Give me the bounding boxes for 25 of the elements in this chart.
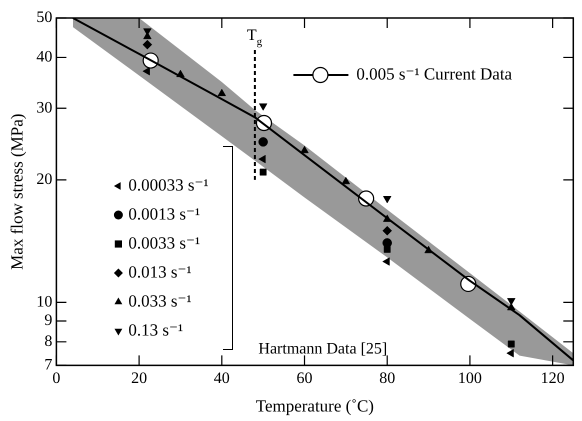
- x-tick-label: 80: [379, 370, 396, 388]
- y-tick-label: 10: [36, 294, 52, 311]
- y-tick-label: 7: [44, 356, 52, 374]
- y-tick-label: 9: [44, 312, 52, 330]
- legend-label: 0.00033 s⁻¹: [128, 175, 209, 194]
- annotation: Hartmann Data [25]: [258, 340, 388, 358]
- legend-label: 0.0033 s⁻¹: [128, 233, 200, 252]
- y-tick-label: 30: [36, 99, 52, 116]
- x-tick-label: 0: [52, 370, 60, 388]
- legend-label: 0.0013 s⁻¹: [128, 204, 200, 224]
- x-tick-label: 20: [131, 370, 148, 388]
- x-tick-label: 120: [540, 370, 565, 388]
- legend-label: 0.033 s⁻¹: [128, 291, 192, 310]
- x-axis-title: Temperature (˚C): [256, 396, 374, 416]
- x-tick-label: 60: [296, 370, 313, 388]
- y-tick-label: 50: [36, 9, 52, 26]
- legend-label: 0.013 s⁻¹: [128, 262, 192, 282]
- y-tick-label: 8: [44, 333, 52, 350]
- x-tick-label: 100: [458, 370, 482, 388]
- y-tick-label: 20: [36, 171, 52, 188]
- legend-label: 0.005 s⁻¹ Current Data: [356, 64, 513, 84]
- y-tick-label: 40: [36, 48, 52, 66]
- y-axis-title: Max flow stress (MPa): [8, 114, 27, 270]
- legend-label: 0.13 s⁻¹: [128, 320, 184, 340]
- x-tick-label: 40: [214, 370, 230, 388]
